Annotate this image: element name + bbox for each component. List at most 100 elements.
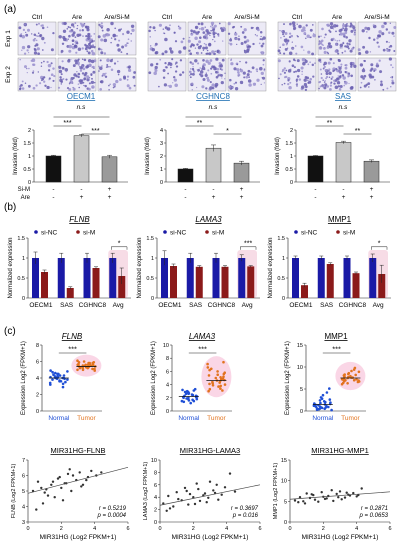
correlation-chart: MIR31HG-LAMA3 0 2 4 6 8 10 0 2 4 6 MIR31HG (Log2 FP… [143, 446, 262, 541]
data-point [162, 502, 165, 505]
stained-cell [172, 82, 174, 84]
data-point [68, 468, 71, 471]
stained-cell [62, 77, 65, 81]
x-tick-label: SAS [60, 302, 74, 309]
treatment-sign: - [314, 194, 316, 201]
stained-cell [332, 28, 335, 30]
micrograph-cell [97, 57, 137, 92]
stained-cell [110, 68, 114, 71]
stained-cell [228, 42, 230, 44]
stained-cell [43, 60, 45, 63]
stained-cell [345, 30, 348, 32]
stained-cell [389, 76, 392, 79]
data-point [81, 483, 85, 486]
stained-cell [295, 52, 298, 55]
stained-cell [180, 40, 184, 44]
stained-cell [329, 25, 334, 30]
stained-cell [164, 61, 167, 65]
stained-cell [81, 47, 84, 50]
stained-cell [344, 31, 348, 34]
legend-label: si-NC [301, 230, 318, 237]
chart-title: MIR31HG-FLNB [50, 446, 105, 455]
data-point [198, 499, 202, 503]
bar [177, 168, 194, 183]
data-point [181, 388, 184, 392]
significance-label: *** [63, 120, 71, 127]
data-point [187, 391, 191, 395]
stained-cell [245, 75, 249, 79]
data-point [185, 397, 188, 400]
data-point [213, 491, 217, 495]
bar [118, 276, 126, 298]
stained-cell [323, 86, 327, 90]
micrograph-cell [187, 57, 227, 92]
stained-cell [263, 68, 266, 71]
stained-cell [149, 36, 151, 38]
stained-cell [260, 71, 264, 76]
stained-cell [101, 75, 104, 77]
stained-cell [151, 47, 156, 52]
stained-cell [298, 78, 302, 81]
stained-cell [235, 37, 238, 41]
stained-cell [154, 44, 157, 47]
stained-cell [148, 71, 152, 75]
stained-cell [88, 77, 91, 79]
stained-cell [289, 22, 292, 26]
stained-cell [327, 70, 330, 72]
y-axis-label: Normalized expression [268, 237, 274, 298]
data-point [223, 486, 227, 489]
significance-label: ** [355, 128, 361, 135]
stained-cell [205, 87, 208, 90]
stained-cell [83, 84, 85, 87]
stained-cell [373, 38, 376, 41]
y-axis-label: Normalized expression [137, 237, 143, 298]
stained-cell [192, 70, 196, 73]
stained-cell [287, 79, 290, 82]
stained-cell [77, 72, 81, 76]
y-tick-label: 1.5 [277, 236, 285, 242]
stained-cell [90, 80, 95, 85]
stained-cell [200, 74, 204, 78]
stained-cell [68, 82, 71, 85]
stained-cell [303, 82, 307, 87]
stained-cell [99, 80, 103, 83]
stained-cell [336, 77, 340, 81]
stained-cell [169, 24, 171, 26]
stained-cell [21, 80, 24, 83]
stained-cell [279, 46, 281, 48]
y-tick-label: 5 [300, 387, 303, 393]
stained-cell [113, 62, 117, 65]
stained-cell [361, 68, 366, 73]
stained-cell [309, 28, 313, 32]
stained-cell [104, 75, 108, 79]
chart-title: MMP1 [328, 215, 352, 224]
stained-cell [304, 59, 308, 64]
bar [247, 266, 255, 298]
stained-cell [158, 23, 162, 27]
stained-cell [60, 73, 63, 76]
y-tick-label: 1.5 [285, 141, 293, 147]
stained-cell [239, 69, 244, 73]
stained-cell [195, 86, 198, 89]
stained-cell [62, 37, 67, 42]
stained-cell [66, 39, 68, 42]
stained-cell [237, 38, 241, 41]
treatment-sign: - [52, 186, 54, 193]
stained-cell [365, 31, 368, 33]
data-point [347, 371, 351, 375]
x-tick-label: Normal [178, 415, 200, 422]
stained-cell [319, 85, 322, 88]
data-point [165, 509, 168, 512]
stained-cell [347, 25, 350, 27]
stained-cell [312, 75, 315, 78]
stained-cell [352, 26, 356, 30]
data-point [82, 360, 86, 363]
stained-cell [82, 81, 85, 84]
stained-cell [164, 50, 168, 54]
stained-cell [338, 29, 342, 33]
data-point [338, 490, 342, 493]
data-point [233, 490, 237, 493]
stained-cell [227, 22, 231, 26]
